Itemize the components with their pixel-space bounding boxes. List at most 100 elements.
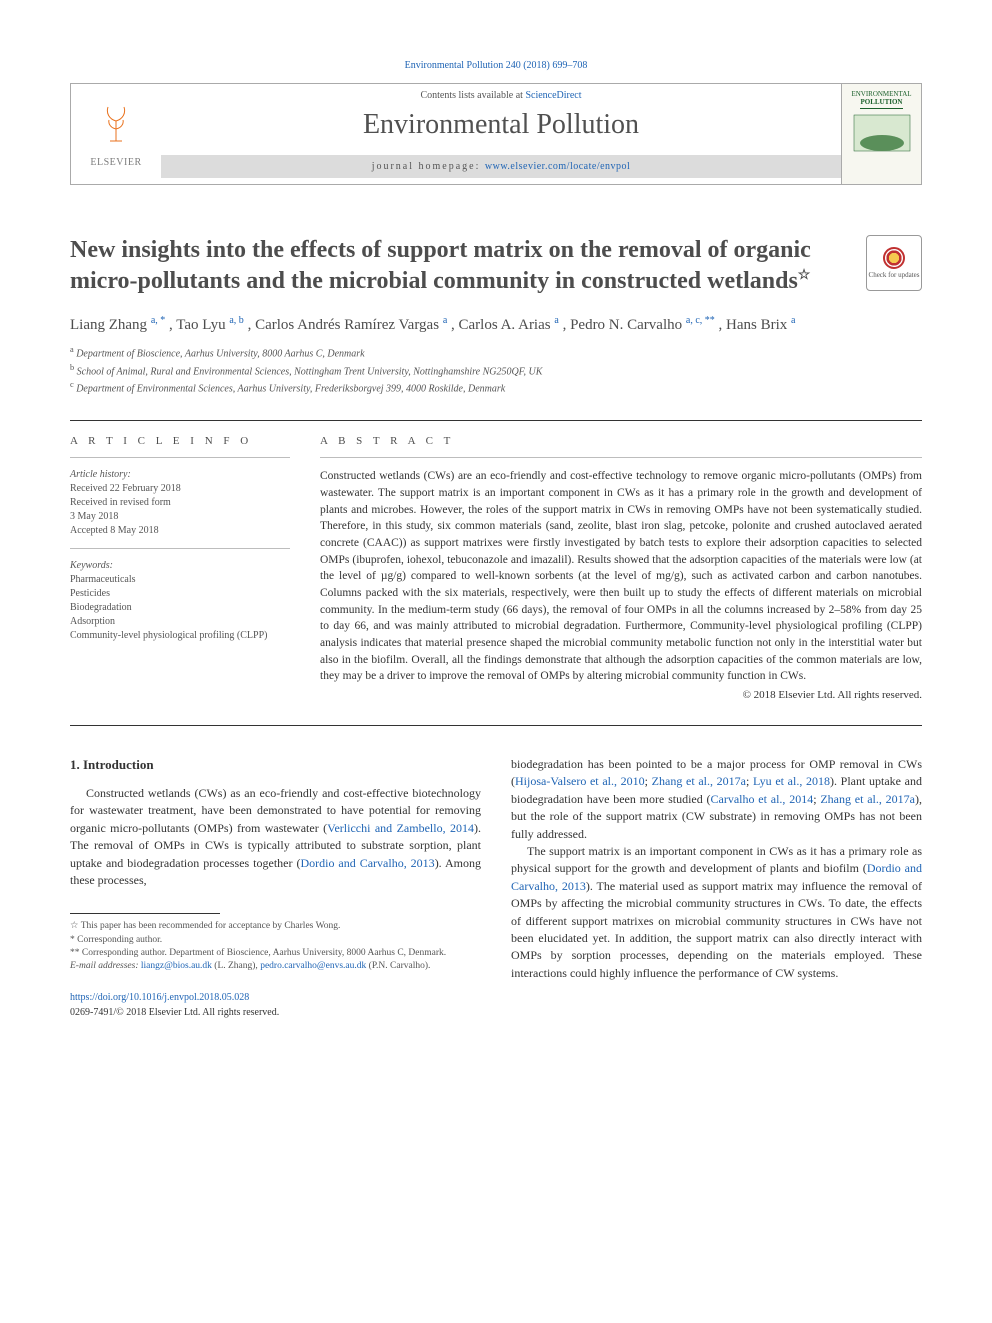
- check-label: Check for updates: [869, 271, 920, 279]
- journal-cover: ENVIRONMENTAL POLLUTION: [841, 84, 921, 184]
- kw-rule: [70, 548, 290, 549]
- ref-lyu[interactable]: Lyu et al., 2018: [753, 774, 830, 788]
- p3b: ). The material used as support matrix m…: [511, 879, 922, 980]
- abstract-col: A B S T R A C T Constructed wetlands (CW…: [320, 435, 922, 701]
- cover-top: ENVIRONMENTAL: [851, 90, 911, 98]
- ref-dordio-1[interactable]: Dordio and Carvalho, 2013: [300, 856, 434, 870]
- ref-verlicchi[interactable]: Verlicchi and Zambello, 2014: [327, 821, 474, 835]
- doi-link[interactable]: https://doi.org/10.1016/j.envpol.2018.05…: [70, 992, 249, 1003]
- history-0: Received 22 February 2018: [70, 482, 290, 496]
- abstract-heading: A B S T R A C T: [320, 435, 922, 447]
- title-star: ☆: [798, 268, 811, 283]
- history-2: 3 May 2018: [70, 510, 290, 524]
- p2s1: ;: [645, 774, 652, 788]
- author-1-sup: a, *: [151, 315, 165, 326]
- doi-block: https://doi.org/10.1016/j.envpol.2018.05…: [70, 991, 481, 1020]
- abstract-text: Constructed wetlands (CWs) are an eco-fr…: [320, 468, 922, 685]
- journal-center: Contents lists available at ScienceDirec…: [161, 90, 841, 178]
- crossmark-icon: [883, 247, 905, 269]
- footnotes: ☆ This paper has been recommended for ac…: [70, 920, 481, 973]
- intro-p2: biodegradation has been pointed to be a …: [511, 756, 922, 843]
- author-1: Liang Zhang: [70, 317, 151, 333]
- intro-p3: The support matrix is an important compo…: [511, 843, 922, 982]
- sciencedirect-link[interactable]: ScienceDirect: [525, 90, 581, 101]
- article-title: New insights into the effects of support…: [70, 235, 852, 297]
- author-4: , Carlos A. Arias: [451, 317, 554, 333]
- affil-a: a Department of Bioscience, Aarhus Unive…: [70, 344, 922, 361]
- homepage-label: journal homepage:: [372, 161, 485, 172]
- info-rule: [70, 457, 290, 458]
- author-6: , Hans Brix: [719, 317, 792, 333]
- email-1[interactable]: liangz@bios.au.dk: [141, 961, 212, 971]
- journal-title: Environmental Pollution: [363, 109, 639, 141]
- meta-columns: A R T I C L E I N F O Article history: R…: [70, 435, 922, 701]
- author-5-sup: a, c, **: [686, 315, 715, 326]
- body-col-left: 1. Introduction Constructed wetlands (CW…: [70, 756, 481, 1020]
- cover-art-icon: [852, 113, 912, 163]
- check-updates-badge[interactable]: Check for updates: [866, 235, 922, 291]
- elsevier-text: ELSEVIER: [90, 157, 141, 168]
- kw-2: Biodegradation: [70, 601, 290, 615]
- ref-zhang-2[interactable]: Zhang et al., 2017a: [820, 792, 915, 806]
- kw-3: Adsorption: [70, 615, 290, 629]
- affiliations: a Department of Bioscience, Aarhus Unive…: [70, 344, 922, 396]
- email-2-name: (P.N. Carvalho).: [366, 961, 430, 971]
- meta-bottom-rule: [70, 725, 922, 726]
- affil-a-text: Department of Bioscience, Aarhus Univers…: [76, 349, 364, 360]
- affil-b: b School of Animal, Rural and Environmen…: [70, 362, 922, 379]
- authors: Liang Zhang a, * , Tao Lyu a, b , Carlos…: [70, 315, 922, 334]
- ref-hijosa[interactable]: Hijosa-Valsero et al., 2010: [515, 774, 645, 788]
- article-info-col: A R T I C L E I N F O Article history: R…: [70, 435, 290, 701]
- journal-bar: ELSEVIER Contents lists available at Sci…: [70, 83, 922, 185]
- issn-line: 0269-7491/© 2018 Elsevier Ltd. All right…: [70, 1006, 481, 1021]
- kw-4: Community-level physiological profiling …: [70, 629, 290, 643]
- affil-c: c Department of Environmental Sciences, …: [70, 379, 922, 396]
- homepage-bar: journal homepage: www.elsevier.com/locat…: [161, 155, 841, 178]
- author-4-sup: a: [554, 315, 558, 326]
- kw-1: Pesticides: [70, 587, 290, 601]
- body-col-right: biodegradation has been pointed to be a …: [511, 756, 922, 1020]
- author-3-sup: a: [443, 315, 447, 326]
- email-1-name: (L. Zhang),: [212, 961, 260, 971]
- kw-0: Pharmaceuticals: [70, 573, 290, 587]
- footnotes-rule: [70, 913, 220, 914]
- title-text: New insights into the effects of support…: [70, 237, 811, 294]
- author-2-sup: a, b: [229, 315, 243, 326]
- author-5: , Pedro N. Carvalho: [563, 317, 686, 333]
- citation-header: Environmental Pollution 240 (2018) 699–7…: [70, 60, 922, 71]
- info-heading: A R T I C L E I N F O: [70, 435, 290, 447]
- affil-c-text: Department of Environmental Sciences, Aa…: [76, 383, 505, 394]
- p2s2: ;: [746, 774, 753, 788]
- p3a: The support matrix is an important compo…: [511, 844, 922, 875]
- fn-emails: E-mail addresses: liangz@bios.au.dk (L. …: [70, 960, 481, 973]
- body-columns: 1. Introduction Constructed wetlands (CW…: [70, 756, 922, 1020]
- author-6-sup: a: [791, 315, 795, 326]
- history-block: Article history: Received 22 February 20…: [70, 468, 290, 538]
- ref-zhang-1[interactable]: Zhang et al., 2017a: [652, 774, 746, 788]
- copyright: © 2018 Elsevier Ltd. All rights reserved…: [320, 689, 922, 701]
- fn-c2: ** Corresponding author. Department of B…: [70, 947, 481, 960]
- ref-carvalho[interactable]: Carvalho et al., 2014: [711, 792, 814, 806]
- history-3: Accepted 8 May 2018: [70, 524, 290, 538]
- author-3: , Carlos Andrés Ramírez Vargas: [248, 317, 443, 333]
- fn-star: ☆ This paper has been recommended for ac…: [70, 920, 481, 933]
- history-label: Article history:: [70, 468, 290, 482]
- author-2: , Tao Lyu: [169, 317, 229, 333]
- intro-heading: 1. Introduction: [70, 756, 481, 775]
- history-1: Received in revised form: [70, 496, 290, 510]
- meta-top-rule: [70, 420, 922, 421]
- abstract-rule: [320, 457, 922, 458]
- intro-p1: Constructed wetlands (CWs) as an eco-fri…: [70, 785, 481, 889]
- cover-title: POLLUTION: [860, 98, 902, 109]
- email-label: E-mail addresses:: [70, 961, 141, 971]
- email-2[interactable]: pedro.carvalho@envs.au.dk: [260, 961, 366, 971]
- keywords-block: Keywords: Pharmaceuticals Pesticides Bio…: [70, 559, 290, 643]
- citation-link[interactable]: Environmental Pollution 240 (2018) 699–7…: [405, 60, 588, 71]
- keywords-label: Keywords:: [70, 559, 290, 573]
- affil-b-text: School of Animal, Rural and Environmenta…: [77, 366, 543, 377]
- homepage-link[interactable]: www.elsevier.com/locate/envpol: [485, 161, 630, 172]
- elsevier-logo: ELSEVIER: [71, 84, 161, 184]
- fn-c1: * Corresponding author.: [70, 934, 481, 947]
- contents-line: Contents lists available at ScienceDirec…: [420, 90, 581, 101]
- contents-prefix: Contents lists available at: [420, 90, 525, 101]
